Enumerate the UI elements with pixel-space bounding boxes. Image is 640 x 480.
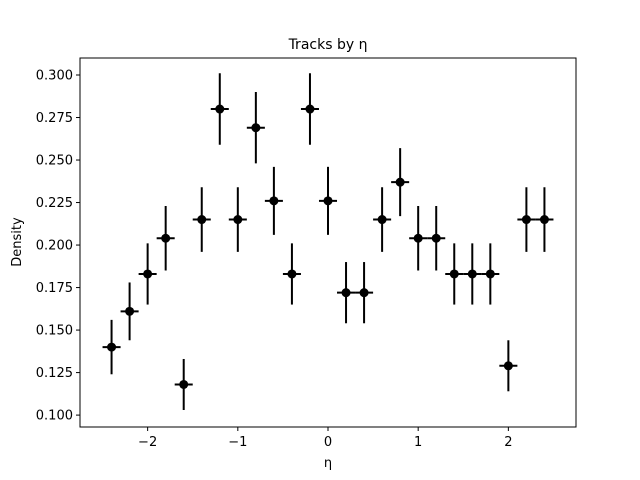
data-point [503,361,513,371]
data-point [413,233,423,243]
data-point [521,215,531,225]
data-point-group [138,243,157,305]
data-point-group [535,187,554,252]
data-point-group [427,205,446,271]
data-point [377,215,387,225]
data-point [539,215,549,225]
data-point [251,123,261,133]
data-point-group [264,166,283,235]
data-point-group [282,243,301,305]
data-point-group [355,262,374,324]
plot-frame [79,57,577,428]
data-point [485,269,495,279]
y-axis-label: Density [10,217,25,267]
data-point [161,233,171,243]
y-axis-ticks: 0.100 0.125 0.150 0.175 0.200 0.225 0.250 0.275… [36,69,80,424]
data-point [323,196,333,206]
data-point [359,288,369,298]
data-point-group [409,205,428,271]
chart-title: Tracks by η [288,37,368,53]
y-tick-label: 0.250 [36,154,73,169]
data-point-group [337,262,356,324]
x-axis-label: η [324,456,332,471]
x-tick-label: 1 [414,435,422,450]
y-tick-label: 0.200 [36,239,73,254]
x-tick-label: 2 [504,435,512,450]
data-point [233,215,243,225]
y-tick-label: 0.125 [36,366,73,381]
data-point-group [318,166,338,235]
data-point-group [192,187,211,252]
data-point-group [445,243,464,305]
data-point-group [174,358,193,410]
y-tick-label: 0.175 [36,281,73,296]
x-tick-label: −2 [138,435,157,450]
x-axis-ticks: −2 −1 0 1 2 [138,427,513,450]
y-tick-label: 0.300 [36,69,73,84]
data-point [143,269,153,279]
data-point [467,269,477,279]
data-point [305,104,315,114]
data-point [269,196,279,206]
data-point-group [499,340,518,392]
data-point [197,215,207,225]
data-point-group [156,205,175,271]
data-point-group [246,92,265,164]
data-point-group [102,319,121,375]
data-point [125,306,135,316]
data-point [215,104,225,114]
data-point-group [463,243,482,305]
data-point-group [517,187,536,252]
data-marks [102,73,554,410]
data-point [395,177,405,187]
data-point-group [300,73,319,145]
data-point-group [391,148,410,217]
data-point [341,288,351,298]
x-tick-label: 0 [324,435,332,450]
data-point-group [120,282,139,341]
y-tick-label: 0.150 [36,324,73,339]
data-point-group [228,187,247,252]
data-point-group [373,187,392,252]
data-point [431,233,441,243]
data-point [287,269,297,279]
data-point-group [210,73,229,145]
data-point [449,269,459,279]
y-tick-label: 0.225 [36,196,73,211]
y-tick-label: 0.275 [36,111,73,126]
y-tick-label: 0.100 [36,409,73,424]
data-point-group [481,243,500,305]
data-point [179,379,189,389]
x-tick-label: −1 [228,435,247,450]
data-point [107,342,117,352]
